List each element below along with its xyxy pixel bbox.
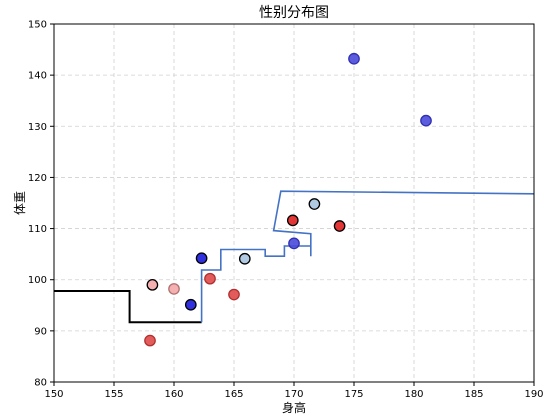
scatter-point bbox=[238, 252, 251, 265]
scatter-point bbox=[308, 198, 321, 210]
y-tick-label: 140 bbox=[28, 71, 47, 82]
scatter-point bbox=[144, 334, 156, 347]
scatter-point bbox=[333, 220, 346, 232]
scatter-point bbox=[146, 278, 159, 291]
y-tick-label: 100 bbox=[28, 275, 47, 286]
y-tick-label: 130 bbox=[28, 122, 47, 133]
x-tick-label: 190 bbox=[524, 389, 543, 400]
x-tick-label: 170 bbox=[284, 389, 303, 400]
x-tick-label: 175 bbox=[344, 389, 363, 400]
x-tick-label: 185 bbox=[464, 389, 483, 400]
x-tick-label: 160 bbox=[164, 389, 183, 400]
scatter-point bbox=[184, 298, 197, 311]
y-tick-label: 120 bbox=[28, 173, 47, 184]
x-axis-label: 身高 bbox=[282, 400, 306, 415]
y-tick-label: 80 bbox=[34, 378, 47, 389]
x-tick-label: 180 bbox=[404, 389, 423, 400]
grid bbox=[54, 24, 534, 382]
scatter-points bbox=[144, 52, 432, 347]
y-axis-label: 体重 bbox=[13, 191, 27, 215]
x-tick-label: 165 bbox=[224, 389, 243, 400]
scatter-point bbox=[420, 114, 432, 127]
y-tick-label: 110 bbox=[28, 224, 47, 235]
scatter-point bbox=[288, 237, 300, 250]
chart-title: 性别分布图 bbox=[259, 5, 329, 21]
boundary-lines bbox=[54, 190, 535, 324]
axis-ticks: 150 155 160 165 170 175 180 185 190 80 90 100 110 120… bbox=[28, 20, 544, 401]
scatter-point bbox=[195, 252, 208, 265]
scatter-point bbox=[348, 52, 360, 65]
scatter-point bbox=[228, 288, 240, 301]
scatter-point bbox=[286, 214, 299, 227]
boundary-line bbox=[54, 290, 202, 324]
y-tick-label: 90 bbox=[34, 326, 47, 337]
y-tick-label: 150 bbox=[28, 20, 47, 31]
scatter-point bbox=[168, 283, 180, 295]
x-tick-label: 155 bbox=[104, 389, 123, 400]
scatter-point bbox=[204, 272, 216, 285]
x-tick-label: 150 bbox=[44, 389, 63, 400]
boundary-line bbox=[200, 190, 535, 323]
